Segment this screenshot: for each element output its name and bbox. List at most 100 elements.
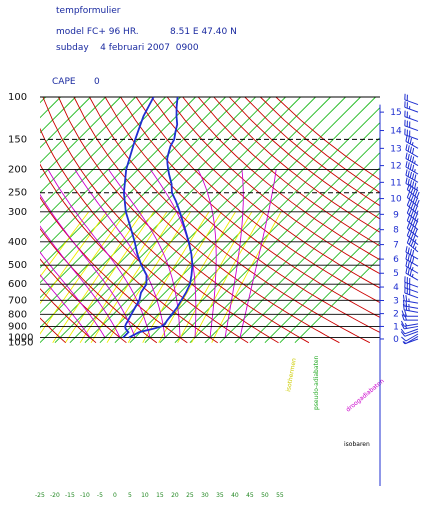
mixing-ratio-line — [177, 211, 253, 343]
isobar-annotation: isobaren — [344, 441, 370, 448]
dry-adiabat-line — [40, 127, 249, 344]
wind-barb-shaft — [405, 333, 419, 342]
isotherm-line — [144, 106, 380, 344]
temperature-tick-label: 30 — [201, 492, 209, 499]
wind-barb-feather — [400, 320, 405, 327]
height-tick-label: 6 — [393, 255, 399, 265]
pressure-tick-label: 150 — [8, 134, 27, 145]
wind-barb-feather — [407, 153, 410, 160]
wind-barb-shaft — [405, 336, 419, 344]
dry-adiabat-line — [182, 96, 380, 261]
pressure-tick-label: 800 — [8, 309, 27, 320]
wind-barb-feather — [409, 171, 412, 179]
height-tick-label: 11 — [390, 178, 401, 188]
dewpoint-curve — [122, 96, 155, 339]
wind-barb-feather — [406, 191, 410, 198]
wind-barb-feather — [405, 260, 408, 267]
temperature-tick-label: -5 — [97, 492, 103, 499]
wind-barb-feather — [400, 323, 405, 330]
isotherm-line — [40, 96, 181, 239]
wind-barb-feather — [405, 295, 408, 302]
wind-barb-feather — [408, 224, 412, 230]
isotherm-line — [234, 196, 380, 344]
isotherm-line — [40, 96, 196, 254]
dry-adiabat-line — [244, 96, 380, 207]
temperature-tick-label: 35 — [216, 492, 224, 499]
pressure-tick-label: 100 — [8, 92, 27, 103]
height-tick-label: 15 — [390, 108, 401, 118]
temperature-tick-label: -15 — [65, 492, 75, 499]
wind-barb-feather — [410, 233, 414, 239]
isotherm-line — [219, 181, 380, 344]
height-tick-label: 9 — [393, 210, 399, 220]
wind-barb-feather — [414, 206, 418, 212]
wind-barb-feather — [405, 161, 408, 168]
wind-barb-feather — [404, 310, 407, 317]
dry-adiabat-line — [89, 96, 371, 344]
wind-barb-feather — [411, 249, 415, 257]
dry-adiabat-line — [151, 96, 380, 289]
pseudo-adiabat-annotation: pseudo-adiabaten — [313, 355, 320, 410]
wind-barb-half-feather — [411, 273, 414, 278]
height-tick-label: 4 — [393, 283, 399, 293]
wind-barb-feather — [407, 136, 410, 143]
pressure-tick-label: 250 — [8, 188, 27, 199]
height-tick-label: 13 — [390, 144, 401, 154]
wind-barb-feather — [410, 202, 414, 209]
wind-barb-half-feather — [403, 341, 407, 344]
height-tick-label: 7 — [393, 241, 399, 251]
wind-barb-feather — [408, 193, 412, 200]
wind-barb-feather — [401, 310, 405, 317]
wind-barb-feather — [412, 234, 416, 241]
wind-barb-feather — [405, 267, 408, 274]
wind-barb-feather — [409, 155, 412, 162]
wind-barb-feather — [405, 253, 408, 260]
wind-barb-feather — [412, 204, 416, 211]
wind-barb-feather — [414, 182, 417, 189]
temperature-tick-label: 50 — [261, 492, 269, 499]
wind-barb-feather — [412, 188, 416, 195]
wind-barb-feather — [401, 336, 407, 342]
dry-adiabat-line — [42, 96, 279, 344]
isotherm-line — [40, 96, 256, 314]
wind-barb-feather — [405, 169, 408, 176]
wind-barb-feather — [406, 229, 410, 236]
wind-barb-feather — [411, 147, 415, 154]
wind-barb-feather — [405, 152, 408, 159]
dry-adiabat-line — [40, 317, 66, 344]
wind-barb-half-feather — [416, 210, 419, 214]
mixing-ratio-line — [158, 211, 236, 343]
wind-barb-feather — [411, 181, 415, 188]
height-tick-label: 12 — [390, 162, 401, 172]
dry-adiabat-line — [40, 288, 97, 344]
mixing-ratio-line — [106, 211, 191, 343]
wind-barb-shaft — [404, 328, 419, 335]
isotherm-line — [264, 226, 380, 344]
cape-label: CAPE — [52, 77, 76, 87]
wind-barb-feather — [410, 240, 414, 247]
isotherm-line — [69, 96, 316, 344]
wind-barb-feather — [409, 269, 412, 276]
wind-barb-feather — [406, 222, 410, 229]
isotherm-line — [0, 97, 1, 343]
mixing-ratio-line — [64, 211, 155, 343]
wind-barb-feather — [410, 187, 414, 193]
pressure-tick-label: 700 — [8, 295, 27, 306]
mixing-ratio-line — [40, 211, 127, 335]
temperature-tick-label: -10 — [80, 492, 90, 499]
wind-barb-feather — [407, 261, 410, 268]
isotherm-line — [40, 96, 241, 299]
coords: 8.51 E 47.40 N — [170, 27, 237, 37]
wind-barb-feather — [406, 199, 410, 206]
height-tick-label: 14 — [390, 127, 402, 137]
wind-barb-feather — [400, 331, 406, 337]
isotherm-line — [40, 96, 166, 224]
wind-barb-feather — [409, 255, 412, 262]
wind-barb-feather — [400, 328, 406, 335]
dry-adiabat-line — [104, 96, 380, 333]
height-tick-label: 0 — [393, 335, 399, 345]
wind-barb-feather — [405, 177, 408, 184]
wind-barb-feather — [409, 262, 412, 269]
